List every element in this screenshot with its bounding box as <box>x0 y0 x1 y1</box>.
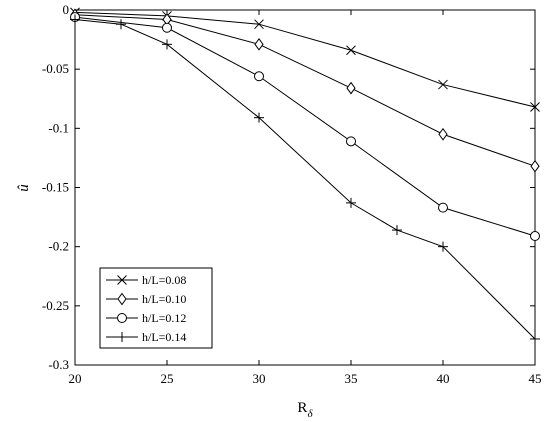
series-line <box>74 14 536 167</box>
series-line <box>74 16 536 237</box>
legend-marker <box>117 275 127 285</box>
x-axis-label: Rδ <box>297 400 313 420</box>
x-tick-label: 45 <box>529 371 542 386</box>
data-point <box>254 37 264 51</box>
legend-marker <box>117 332 127 342</box>
legend-marker <box>117 313 127 323</box>
data-point <box>162 39 172 50</box>
legend-label: h/L=0.14 <box>142 330 186 344</box>
y-tick-label: -0.2 <box>48 239 69 254</box>
legend-box <box>99 267 213 349</box>
legend-entry: h/L=0.12 <box>106 311 186 325</box>
y-tick-label: -0.3 <box>48 357 69 372</box>
data-point <box>530 231 540 242</box>
data-point <box>346 81 356 95</box>
x-tick-label: 25 <box>161 371 174 386</box>
legend-label: h/L=0.10 <box>142 292 186 306</box>
legend: h/L=0.08 h/L=0.10 h/L=0.12 h/L=0.14 <box>99 267 213 349</box>
legend-marker <box>117 292 127 306</box>
legend-entry: h/L=0.08 <box>106 273 186 287</box>
series-layer <box>70 7 540 344</box>
data-point <box>438 127 448 141</box>
data-point <box>70 14 80 25</box>
y-tick-label: -0.15 <box>42 180 69 195</box>
y-tick-label: -0.25 <box>42 298 69 313</box>
data-point <box>116 19 126 30</box>
series-line <box>74 18 536 340</box>
x-tick-label: 30 <box>253 371 266 386</box>
data-point <box>530 333 540 344</box>
y-tick-label: -0.1 <box>48 120 69 135</box>
data-point <box>254 112 264 123</box>
data-point <box>162 22 172 33</box>
y-tick-label: -0.05 <box>42 61 69 76</box>
data-point <box>254 71 264 82</box>
x-tick-label: 35 <box>345 371 358 386</box>
data-point <box>530 102 540 112</box>
series-x <box>70 7 540 112</box>
legend-label: h/L=0.12 <box>142 311 186 325</box>
data-point <box>346 45 356 56</box>
x-tick-label: 20 <box>69 371 82 386</box>
legend-entry: h/L=0.10 <box>106 292 186 306</box>
data-point <box>438 202 448 213</box>
data-point <box>530 159 540 173</box>
series-plus <box>70 14 540 344</box>
data-point <box>346 136 356 147</box>
data-point <box>438 241 448 252</box>
data-point <box>392 225 402 236</box>
data-point <box>346 197 356 208</box>
axis-ticks: 20 25 30 35 40 45 0 -0.05 -0.1 -0.15 -0.2 -0.25 -0.3 <box>42 2 542 386</box>
legend-label: h/L=0.08 <box>142 273 186 287</box>
y-tick-label: 0 <box>63 2 70 17</box>
y-axis-label: û <box>16 184 32 192</box>
data-point <box>438 79 448 90</box>
series-circle <box>70 12 540 242</box>
x-tick-label: 40 <box>437 371 450 386</box>
x-axis-label-subscript: δ <box>307 408 313 420</box>
data-point <box>254 19 264 30</box>
legend-entry: h/L=0.14 <box>106 330 186 344</box>
series-line <box>74 11 536 108</box>
